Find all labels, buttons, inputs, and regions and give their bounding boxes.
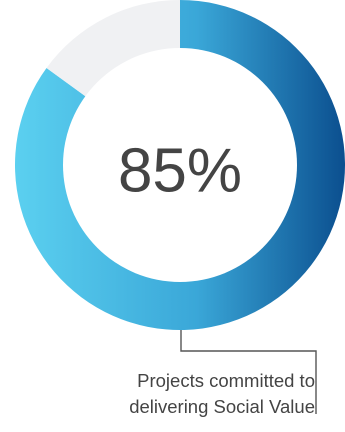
caption-line-2: delivering Social Value [129,396,315,417]
leader-line [180,330,317,414]
donut-hole [63,48,297,282]
caption-line-1: Projects committed to [137,370,315,391]
chart-caption: Projects committed to delivering Social … [15,368,315,420]
center-percentage-label: 85% [118,137,242,206]
